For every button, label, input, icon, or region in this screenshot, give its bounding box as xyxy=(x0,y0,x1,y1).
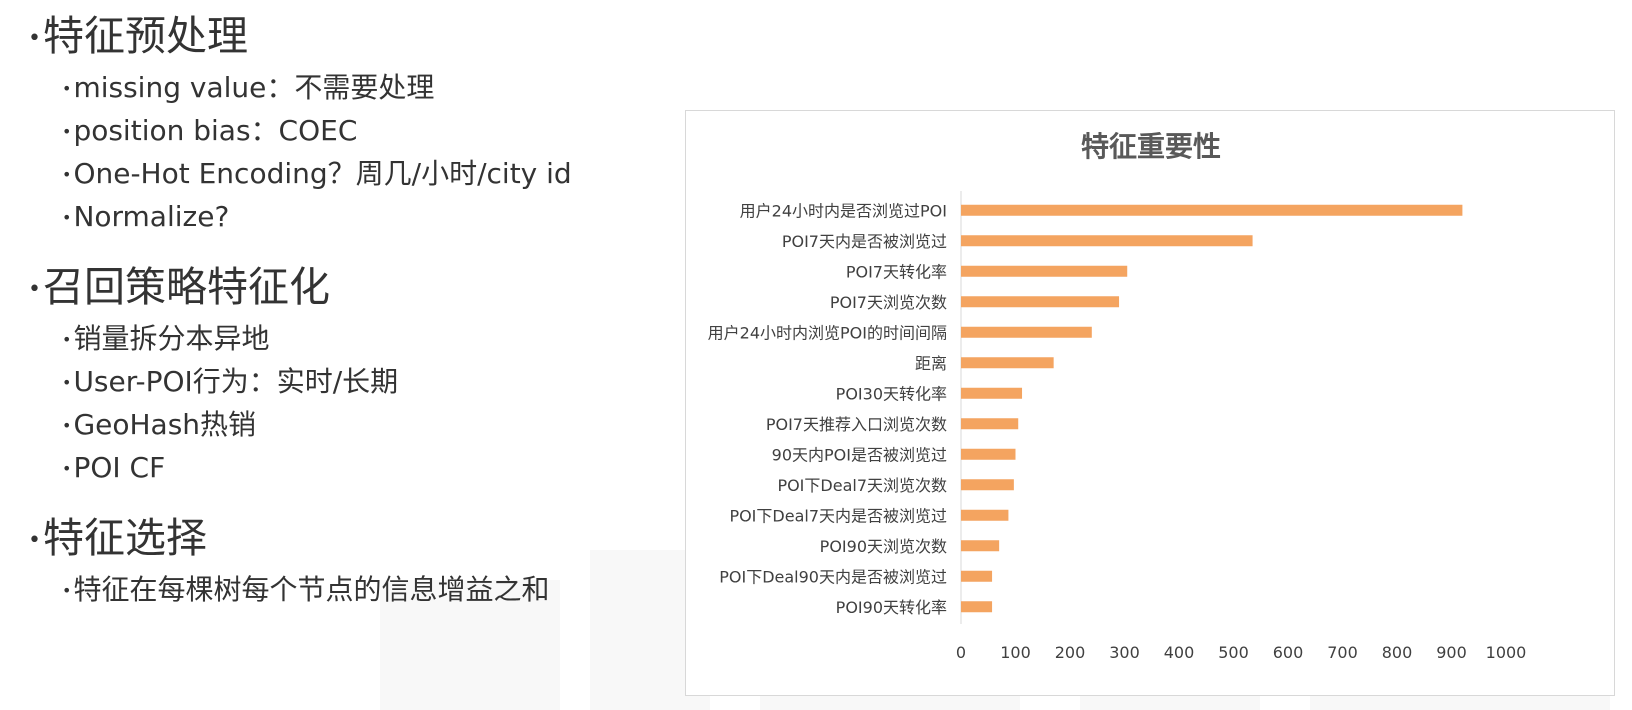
chart-bar xyxy=(961,418,1019,430)
list-item: •销量拆分本异地 xyxy=(28,318,668,361)
list-item-text: 销量拆分本异地 xyxy=(73,322,270,355)
bullet-dot: • xyxy=(62,79,72,98)
section-title: •特征选择 xyxy=(28,510,668,569)
chart-bar xyxy=(961,357,1054,369)
category-label: POI下Deal7天内是否被浏览过 xyxy=(729,506,947,525)
list-item-text: Normalize? xyxy=(73,200,230,233)
bullet-dot: • xyxy=(28,26,41,51)
section-title: •召回策略特征化 xyxy=(28,259,668,318)
x-tick-label: 800 xyxy=(1382,643,1413,662)
section-title-text: 特征预处理 xyxy=(42,12,248,60)
chart-bars xyxy=(961,204,1463,613)
chart-bar xyxy=(961,387,1023,399)
x-tick-label: 900 xyxy=(1436,643,1467,662)
bullet-dot: • xyxy=(62,416,72,435)
chart-bar xyxy=(961,479,1014,491)
chart-tick-labels: 0 100 200 300 400 500 600 700 800 900 1000 xyxy=(956,643,1526,662)
bullet-dot: • xyxy=(28,277,41,302)
category-label: POI30天转化率 xyxy=(836,384,947,403)
list-item-text: POI CF xyxy=(73,451,166,484)
chart-bar xyxy=(961,448,1016,460)
list-item: •position bias：COEC xyxy=(28,110,668,153)
list-item: •POI CF xyxy=(28,447,668,490)
category-label: POI7天转化率 xyxy=(846,262,947,281)
list-item: •特征在每棵树每个节点的信息增益之和 xyxy=(28,569,668,612)
section-title-text: 特征选择 xyxy=(42,514,207,562)
chart-panel: 特征重要性 用户24小时内是否浏览过POI POI7天内是否被浏览过 POI7天转化… xyxy=(685,110,1615,696)
section-feature-selection: •特征选择 •特征在每棵树每个节点的信息增益之和 xyxy=(28,510,668,612)
bullet-dot: • xyxy=(62,373,72,392)
chart-bar xyxy=(961,265,1128,277)
list-item: •missing value：不需要处理 xyxy=(28,67,668,110)
section-preprocessing: •特征预处理 •missing value：不需要处理 •position bi… xyxy=(28,8,668,239)
category-label: 距离 xyxy=(915,354,947,373)
list-item-text: User-POI行为：实时/长期 xyxy=(73,365,399,398)
chart-bar xyxy=(961,570,993,582)
feature-importance-chart: 特征重要性 用户24小时内是否浏览过POI POI7天内是否被浏览过 POI7天转化… xyxy=(708,130,1527,662)
category-label: POI7天浏览次数 xyxy=(830,293,947,312)
category-label: POI下Deal90天内是否被浏览过 xyxy=(719,567,947,586)
x-tick-label: 200 xyxy=(1055,643,1086,662)
list-item-text: missing value：不需要处理 xyxy=(73,71,435,104)
chart-bar xyxy=(961,509,1009,521)
bullet-dot: • xyxy=(62,208,72,227)
chart-bar xyxy=(961,296,1120,308)
category-label: POI90天转化率 xyxy=(836,598,947,617)
chart-category-labels: 用户24小时内是否浏览过POI POI7天内是否被浏览过 POI7天转化率 POI7天… xyxy=(708,201,947,617)
category-label: 90天内POI是否被浏览过 xyxy=(772,445,947,464)
bullet-dot: • xyxy=(28,528,41,553)
x-tick-label: 400 xyxy=(1164,643,1195,662)
chart-bar xyxy=(961,235,1253,247)
x-tick-label: 600 xyxy=(1273,643,1304,662)
list-item-text: position bias：COEC xyxy=(73,114,358,147)
x-tick-label: 700 xyxy=(1327,643,1358,662)
x-tick-label: 0 xyxy=(956,643,966,662)
section-title: •特征预处理 xyxy=(28,8,668,67)
chart-bar xyxy=(961,326,1092,338)
x-tick-label: 500 xyxy=(1218,643,1249,662)
bullet-dot: • xyxy=(62,581,72,600)
chart-bar xyxy=(961,540,1000,552)
bullet-list: •特征预处理 •missing value：不需要处理 •position bi… xyxy=(28,8,668,632)
x-tick-label: 300 xyxy=(1109,643,1140,662)
category-label: POI7天内是否被浏览过 xyxy=(782,232,947,251)
list-item-text: One-Hot Encoding？周几/小时/city id xyxy=(73,157,572,190)
x-tick-label: 100 xyxy=(1000,643,1031,662)
bullet-dot: • xyxy=(62,330,72,349)
list-item-text: 特征在每棵树每个节点的信息增益之和 xyxy=(73,573,550,606)
chart-title: 特征重要性 xyxy=(1081,130,1221,163)
list-item: •One-Hot Encoding？周几/小时/city id xyxy=(28,153,668,196)
category-label: POI下Deal7天浏览次数 xyxy=(777,476,947,495)
category-label: POI90天浏览次数 xyxy=(820,537,947,556)
x-tick-label: 1000 xyxy=(1486,643,1527,662)
chart-bar xyxy=(961,204,1463,216)
bullet-dot: • xyxy=(62,459,72,478)
chart-bar xyxy=(961,601,993,613)
list-item: •GeoHash热销 xyxy=(28,404,668,447)
category-label: POI7天推荐入口浏览次数 xyxy=(766,415,947,434)
bullet-dot: • xyxy=(62,122,72,141)
section-recall-strategy: •召回策略特征化 •销量拆分本异地 •User-POI行为：实时/长期 •Geo… xyxy=(28,259,668,490)
list-item: •User-POI行为：实时/长期 xyxy=(28,361,668,404)
list-item: •Normalize? xyxy=(28,196,668,239)
bullet-dot: • xyxy=(62,165,72,184)
list-item-text: GeoHash热销 xyxy=(73,408,257,441)
category-label: 用户24小时内浏览POI的时间间隔 xyxy=(708,323,947,342)
section-title-text: 召回策略特征化 xyxy=(42,263,330,311)
category-label: 用户24小时内是否浏览过POI xyxy=(740,201,947,220)
